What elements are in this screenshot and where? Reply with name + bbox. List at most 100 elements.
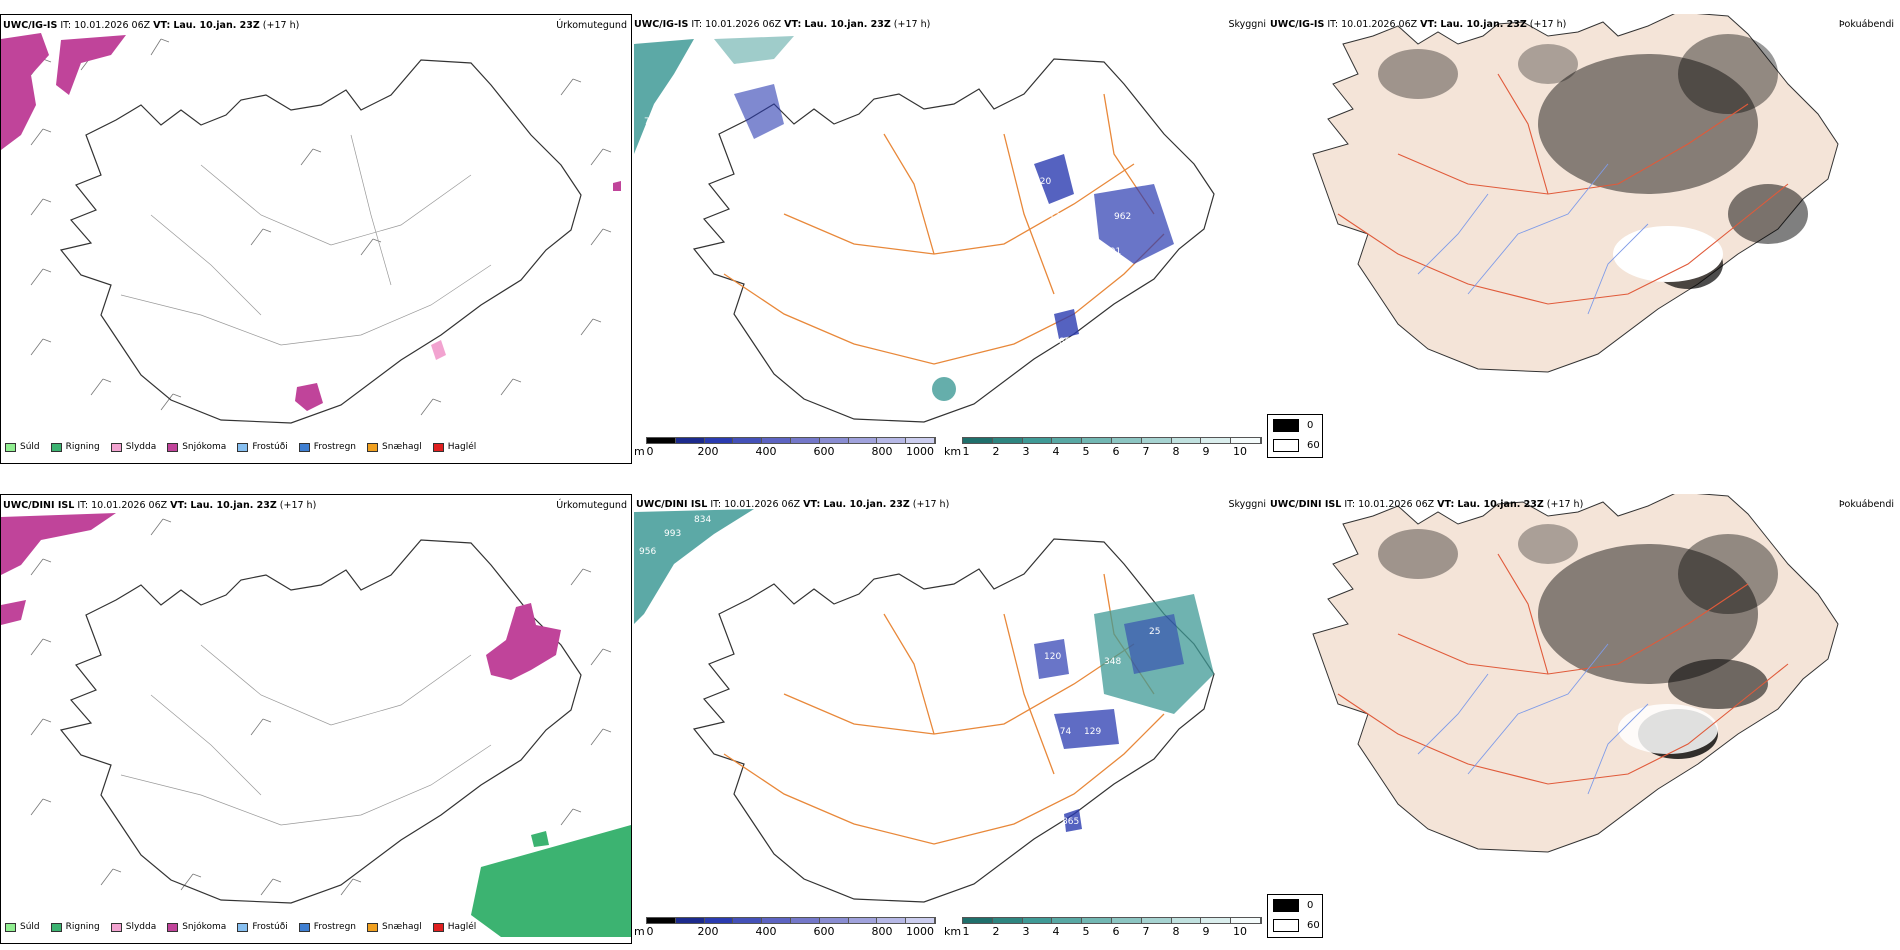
legend-swatch [5,922,16,932]
iceland-outline [692,538,1215,903]
precip-type-panel-row2: UWC/DINI ISL IT: 10.01.2026 06Z VT: Lau.… [0,494,632,944]
wind-barb [590,648,612,666]
colorbar-tick: 1 [962,925,970,938]
legend-swatch [237,442,249,452]
visibility-panel-row1: 883 793 913 325 720 133 400 591 954 44 9… [634,14,1266,464]
snow-area [613,181,621,191]
legend-item: Slydda [110,442,156,452]
panel-title: UWC/IG-IS IT: 10.01.2026 06Z VT: Lau. 10… [1270,19,1567,30]
cloud-base-area [1094,184,1174,264]
snow-area [1,600,26,625]
legend-item: Frostregn [298,442,356,452]
cloud-label: 325 [999,192,1016,202]
wind-barb [150,518,172,536]
wind-barb [30,338,52,356]
colorbar-unit: m [634,445,645,458]
visibility-area [634,39,694,154]
colorbar-tick: 3 [1022,445,1030,458]
road-network [120,134,492,346]
wind-barb [30,638,52,656]
cloud-label: 962 [1114,212,1131,222]
cloud-label: 913 [774,63,791,73]
road-network [1337,553,1789,785]
legend-item: Frostúði [237,442,288,452]
colorbar-tick: 10 [1233,925,1247,938]
wind-barb [250,228,272,246]
iceland-land [1312,14,1839,373]
wind-barb [30,558,52,576]
legend-item: Rigning [50,922,100,932]
wind-barb [250,718,272,736]
cloud-label: 348 [1104,657,1121,667]
visibility-panel-row2: 834 993 956 120 123 11 348 25 83 129 174… [634,494,1266,944]
legend-item: Haglél [432,442,476,452]
cloud-label: 120 [1044,652,1061,662]
legend-swatch [50,922,62,932]
colorbar-tick: 200 [697,445,719,458]
wind-barb [500,378,522,396]
sleet-area [431,340,446,360]
cloud-label: 123 [1054,677,1071,687]
legend-item: Súld [5,442,40,452]
legend-swatch [50,442,62,452]
cloud-base-area [1124,614,1184,674]
wind-barb [300,148,322,166]
rain-area [531,831,549,847]
colorbar-tick: 4 [1052,925,1060,938]
colorbar-tick: 4 [1052,445,1060,458]
fog-map-row1 [1312,14,1839,373]
cloud-label: 591 [1104,247,1121,257]
colorbar-tick: 1 [962,445,970,458]
wind-barb [560,78,582,96]
legend-swatch [298,922,310,932]
legend-item: Frostregn [298,922,356,932]
colorbar-unit: km [944,445,962,458]
cloud-label: 400 [1084,167,1101,177]
fog-shading [1378,524,1778,759]
wind-barbs [30,38,612,416]
wind-barb [260,878,282,896]
fog-legend-row1: 0 60 [1267,414,1323,458]
panel-product-name: Úrkomutegund [556,500,627,511]
colorbar-tick: 1000 [906,445,934,458]
legend-swatch [110,442,122,452]
road-network [1337,73,1789,305]
wind-barb [340,878,362,896]
cloud-base-area [1064,809,1082,832]
panel-title: UWC/DINI ISL IT: 10.01.2026 06Z VT: Lau.… [1270,499,1584,510]
legend-item: Snjókoma [167,442,226,452]
colorbar-tick: 0 [646,445,654,458]
precip-type-panel-row1: UWC/IG-IS IT: 10.01.2026 06Z VT: Lau. 10… [0,14,632,464]
snow-area [56,35,126,95]
panel-title-visibility-row1: UWC/IG-IS IT: 10.01.2026 06Z VT: Lau. 10… [634,19,931,30]
cloud-label: 83 [1119,717,1130,727]
colorbar-tick: 9 [1202,925,1210,938]
legend-swatch [167,442,179,452]
wind-barb [590,728,612,746]
road-network [120,644,492,826]
colorbar-tick: 8 [1172,445,1180,458]
legend-item: Snæhagl [367,922,422,932]
cloud-label: 793 [644,117,661,127]
colorbar-tick: 1000 [906,925,934,938]
colorbar-tick: 800 [871,445,893,458]
panel-title: UWC/IG-IS IT: 10.01.2026 06Z VT: Lau. 10… [3,20,300,31]
precip-type-map-row2 [1,513,631,937]
fog-panel-row1: UWC/IG-IS IT: 10.01.2026 06Z VT: Lau. 10… [1268,14,1900,414]
legend-swatch [432,922,444,932]
fog-map-row2 [1312,494,1839,853]
wind-barb [30,718,52,736]
colorbar-tick: 600 [813,445,835,458]
legend-swatch [432,442,444,452]
cloud-base-colorbar: m 0 200 400 600 800 1000 [634,917,938,941]
colorbar-tick: 8 [1172,925,1180,938]
cloud-label: 883 [724,63,741,73]
legend-swatch [367,922,379,932]
colorbar-tick: 7 [1142,925,1150,938]
wind-barb [590,228,612,246]
panel-title: UWC/DINI ISL IT: 10.01.2026 06Z VT: Lau.… [636,499,950,510]
wind-barb [30,798,52,816]
cloud-label: 44 [1019,237,1031,247]
panel-product-name: Úrkomutegund [556,20,627,31]
river-network [1417,643,1649,795]
